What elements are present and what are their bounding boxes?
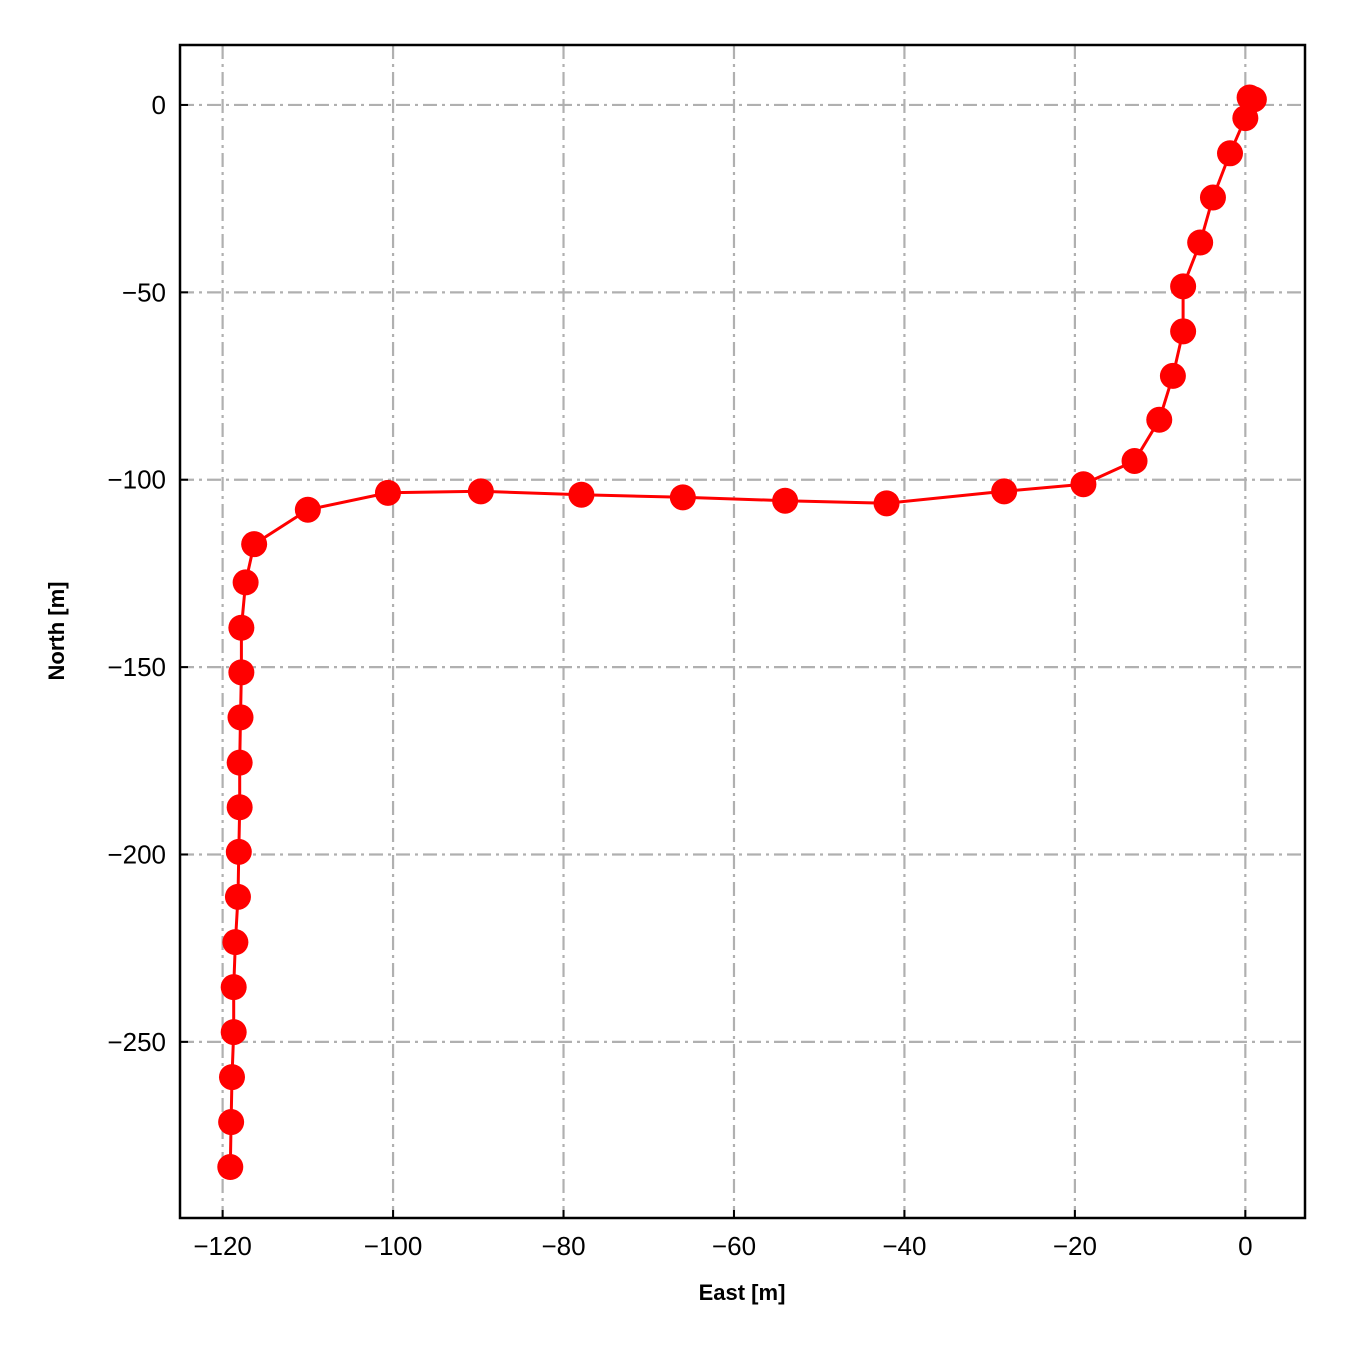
series-layer <box>217 84 1267 1181</box>
trajectory-point <box>1217 140 1243 167</box>
trajectory-point <box>228 659 255 686</box>
trajectory-point <box>991 478 1018 505</box>
x-tick-label: −60 <box>712 1231 756 1261</box>
trajectory-point <box>467 478 494 505</box>
axis-ticks: −120 −100 −80 −60 −40 −20 00−50−100−150−200−25… <box>107 90 1252 1261</box>
trajectory-point <box>241 531 268 558</box>
trajectory-point <box>1121 447 1148 474</box>
trajectory-point <box>1170 273 1197 300</box>
trajectory-point <box>226 794 253 821</box>
x-tick-label: −20 <box>1053 1231 1097 1261</box>
trajectory-point <box>218 1109 245 1136</box>
plot-frame <box>178 43 1307 1220</box>
trajectory-point <box>227 704 254 731</box>
trajectory-point <box>225 838 252 865</box>
trajectory-point <box>224 883 251 910</box>
x-axis-label: East [m] <box>699 1280 786 1305</box>
trajectory-point <box>873 490 900 517</box>
trajectory-point <box>222 929 249 956</box>
trajectory-point <box>374 479 401 506</box>
trajectory-point <box>568 481 595 508</box>
trajectory-point <box>1232 105 1259 132</box>
trajectory-point <box>220 1019 247 1046</box>
y-tick-label: 0 <box>152 90 166 120</box>
trajectory-point <box>1070 471 1097 498</box>
trajectory-point <box>1199 184 1226 211</box>
x-tick-label: −120 <box>193 1231 252 1261</box>
y-tick-label: −150 <box>107 652 166 682</box>
grid <box>180 45 1305 1218</box>
x-tick-label: −40 <box>882 1231 926 1261</box>
trajectory-point <box>1159 362 1186 389</box>
y-tick-label: −250 <box>107 1027 166 1057</box>
y-tick-label: −50 <box>122 277 166 307</box>
trajectory-point <box>228 614 255 641</box>
x-tick-label: −100 <box>364 1231 423 1261</box>
trajectory-point <box>1170 318 1197 345</box>
trajectory-point <box>218 1064 245 1091</box>
y-axis-label: North [m] <box>44 582 69 681</box>
trajectory-point <box>772 487 799 514</box>
y-tick-label: −100 <box>107 465 166 495</box>
trajectory-point <box>1236 84 1263 111</box>
trajectory-point <box>232 569 259 596</box>
trajectory-point <box>1187 229 1214 256</box>
trajectory-point <box>226 749 253 776</box>
x-tick-label: −80 <box>541 1231 585 1261</box>
trajectory-point <box>220 974 247 1001</box>
trajectory-point <box>669 484 696 511</box>
trajectory-point <box>294 496 321 523</box>
x-tick-label: 0 <box>1238 1231 1252 1261</box>
y-tick-label: −200 <box>107 839 166 869</box>
trajectory-point <box>1146 406 1173 433</box>
trajectory-point <box>217 1154 244 1181</box>
trajectory-line <box>228 96 1255 1168</box>
